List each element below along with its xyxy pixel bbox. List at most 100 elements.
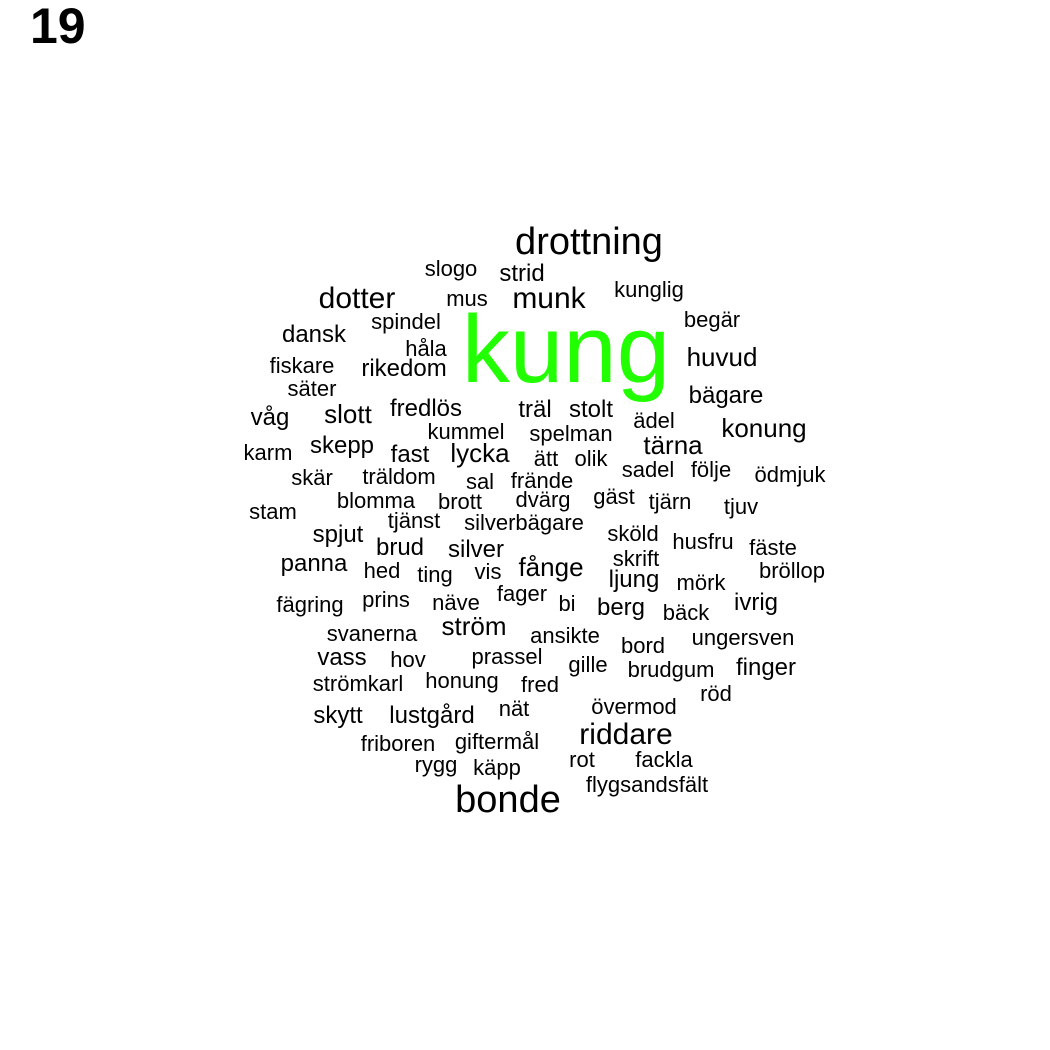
- word-98: fackla: [635, 747, 693, 772]
- word-3: dotter: [318, 282, 396, 315]
- panel-number: 19: [30, 0, 86, 54]
- word-94: giftermål: [454, 729, 540, 754]
- word-34: ivrig: [733, 589, 779, 616]
- word-22: fast: [390, 441, 430, 468]
- word-64: sköld: [607, 521, 659, 546]
- word-50: följe: [690, 457, 732, 482]
- word-15: dansk: [281, 321, 347, 348]
- word-5: riddare: [579, 718, 673, 751]
- word-90: röd: [700, 681, 732, 706]
- word-30: lustgård: [389, 702, 475, 729]
- word-33: finger: [735, 654, 797, 681]
- word-17: våg: [250, 404, 290, 431]
- word-95: rygg: [414, 752, 458, 777]
- word-97: rot: [569, 747, 595, 772]
- word-72: mörk: [676, 570, 726, 595]
- word-11: lycka: [450, 438, 510, 468]
- word-31: panna: [280, 550, 348, 577]
- word-37: kunglig: [614, 277, 684, 302]
- word-85: gille: [568, 652, 608, 677]
- word-81: bord: [620, 633, 666, 658]
- word-39: begär: [683, 307, 741, 332]
- word-79: svanerna: [326, 621, 418, 646]
- word-24: brud: [375, 534, 425, 561]
- word-6: huvud: [686, 342, 758, 372]
- word-69: hed: [363, 558, 401, 583]
- word-20: stolt: [568, 396, 614, 423]
- word-99: flygsandsfält: [585, 772, 709, 797]
- word-91: nät: [498, 696, 530, 721]
- word-40: håla: [405, 336, 447, 361]
- word-86: brudgum: [627, 657, 715, 682]
- word-77: bi: [558, 591, 576, 616]
- word-93: friboren: [360, 731, 436, 756]
- word-73: fager: [496, 581, 548, 606]
- word-35: slogo: [424, 256, 478, 281]
- word-67: skrift: [612, 546, 660, 571]
- word-51: ödmjuk: [754, 462, 826, 487]
- word-44: kummel: [427, 419, 505, 444]
- word-88: honung: [425, 668, 499, 693]
- word-36: mus: [446, 286, 488, 311]
- word-75: prins: [362, 587, 410, 612]
- word-96: käpp: [473, 755, 521, 780]
- word-74: fägring: [276, 592, 344, 617]
- word-78: bäck: [662, 600, 710, 625]
- word-53: sal: [465, 469, 495, 494]
- word-7: tärna: [643, 430, 703, 460]
- word-52: träldom: [362, 464, 436, 489]
- word-54: frände: [510, 468, 574, 493]
- word-60: tjuv: [723, 494, 759, 519]
- word-14: strid: [499, 260, 545, 287]
- word-8: konung: [721, 413, 807, 443]
- word-66: fäste: [749, 535, 797, 560]
- word-87: strömkarl: [312, 671, 404, 696]
- word-46: karm: [243, 440, 293, 465]
- word-56: blomma: [336, 488, 416, 513]
- word-0: kung: [461, 296, 671, 403]
- word-29: skytt: [313, 702, 363, 729]
- word-84: prassel: [471, 644, 543, 669]
- word-65: husfru: [672, 529, 734, 554]
- word-48: olik: [574, 446, 608, 471]
- word-18: fredlös: [389, 395, 463, 422]
- word-58: dvärg: [515, 487, 571, 512]
- word-80: ansikte: [530, 623, 600, 648]
- word-2: bonde: [455, 779, 561, 821]
- word-19: träl: [518, 396, 552, 423]
- word-61: stam: [249, 499, 297, 524]
- word-43: ädel: [633, 408, 675, 433]
- word-9: bägare: [688, 382, 764, 409]
- word-16: rikedom: [361, 355, 447, 382]
- word-83: hov: [390, 647, 426, 672]
- word-92: övermod: [591, 694, 677, 719]
- word-23: spjut: [312, 521, 364, 548]
- word-12: ström: [441, 611, 507, 641]
- word-21: skepp: [309, 432, 375, 459]
- word-82: ungersven: [691, 625, 795, 650]
- word-71: vis: [474, 559, 502, 584]
- word-26: ljung: [608, 566, 660, 593]
- word-76: näve: [432, 590, 480, 615]
- word-38: spindel: [371, 309, 441, 334]
- word-59: tjärn: [648, 489, 692, 514]
- word-47: ätt: [533, 446, 559, 471]
- word-10: slott: [324, 399, 372, 429]
- word-1: drottning: [515, 221, 663, 263]
- word-63: silverbägare: [464, 510, 584, 535]
- word-25: silver: [447, 536, 505, 563]
- word-70: ting: [417, 562, 453, 587]
- word-28: vass: [317, 644, 367, 671]
- word-45: spelman: [529, 421, 613, 446]
- word-55: gäst: [593, 484, 635, 509]
- word-62: tjänst: [387, 508, 441, 533]
- word-13: fånge: [518, 552, 584, 582]
- word-89: fred: [521, 672, 559, 697]
- word-42: säter: [287, 376, 337, 401]
- word-49: sadel: [621, 457, 675, 482]
- word-32: skär: [291, 465, 333, 490]
- word-4: munk: [512, 282, 586, 315]
- word-68: bröllop: [758, 558, 826, 583]
- word-27: berg: [596, 594, 646, 621]
